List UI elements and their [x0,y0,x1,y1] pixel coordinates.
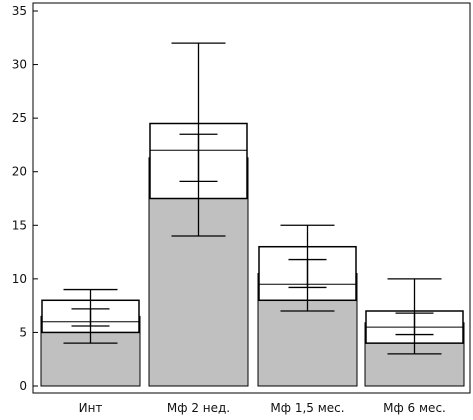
y-tick-label-35: 35 [12,4,27,18]
x-tick-label-1: Мф 2 нед. [167,401,230,415]
boxes [41,122,464,344]
y-tick-label-25: 25 [12,111,27,125]
bars [40,157,465,387]
y-tick-label-0: 0 [19,379,27,393]
whiskers [63,42,442,355]
y-tick-label-15: 15 [12,218,27,232]
tick-labels: 0 5 10 15 20 25 30 35 Инт Мф 2 нед. Мф 1,5 мес. Мф … [12,4,446,415]
x-tick-label-0: Инт [79,401,103,415]
y-tick-label-10: 10 [12,272,27,286]
y-tick-label-5: 5 [19,325,27,339]
y-tick-label-20: 20 [12,165,27,179]
plot-frame [32,2,471,394]
x-tick-label-2: Мф 1,5 мес. [270,401,344,415]
y-tick-label-30: 30 [12,58,27,72]
axes [32,2,471,394]
x-tick-label-3: Мф 6 мес. [383,401,446,415]
